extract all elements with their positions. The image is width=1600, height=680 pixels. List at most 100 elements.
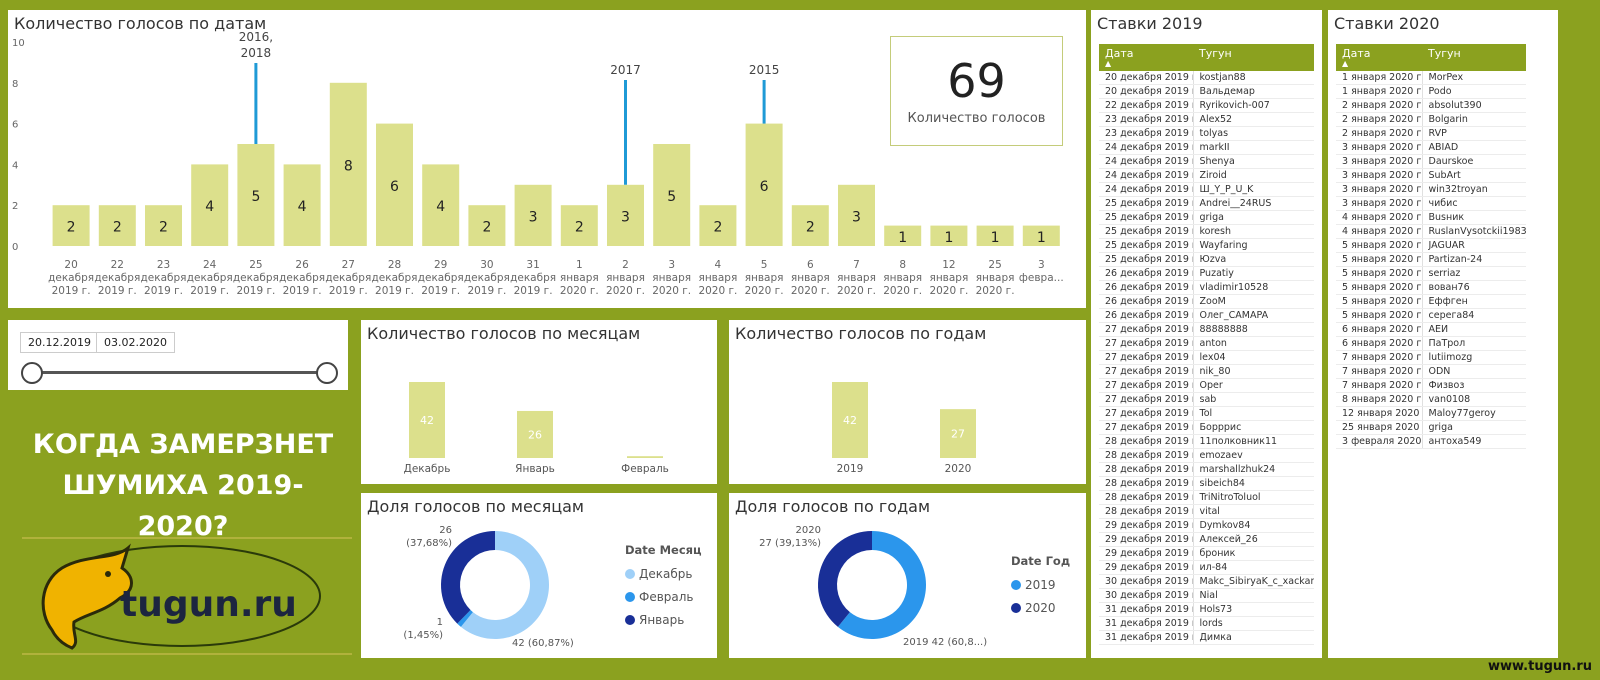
- x-tick-line: 23: [157, 259, 170, 271]
- table-row[interactable]: 3 января 2020 г. Daurskoe: [1336, 154, 1526, 169]
- table-row[interactable]: 27 декабря 2019 г. lex04: [1099, 350, 1314, 365]
- table-row[interactable]: 20 декабря 2019 г. Вальдемар: [1099, 84, 1314, 99]
- table-row[interactable]: 29 декабря 2019 г. броник: [1099, 546, 1314, 561]
- date-cell: 23 декабря 2019 г.: [1099, 112, 1194, 127]
- table-row[interactable]: 3 февраля 2020 г.антоха549: [1336, 434, 1526, 449]
- table-row[interactable]: 6 января 2020 г. АЕИ: [1336, 322, 1526, 337]
- date-cell: 24 декабря 2019 г.: [1099, 182, 1194, 197]
- slicer-handle-start[interactable]: [21, 362, 43, 384]
- slicer-start-input[interactable]: 20.12.2019: [20, 332, 99, 353]
- table-row[interactable]: 25 декабря 2019 г. Wayfaring: [1099, 238, 1314, 253]
- bar-data-label: 3: [621, 209, 630, 225]
- table-row[interactable]: 27 декабря 2019 г. Борррис: [1099, 420, 1314, 435]
- x-tick-line: января: [652, 272, 691, 284]
- table-row[interactable]: 28 декабря 2019 г. vital: [1099, 504, 1314, 519]
- table-row[interactable]: 24 декабря 2019 г. Ш_Y_P_U_K: [1099, 182, 1314, 197]
- slicer-end-input[interactable]: 03.02.2020: [96, 332, 175, 353]
- table-row[interactable]: 3 января 2020 г. чибис: [1336, 196, 1526, 211]
- table-row[interactable]: 29 декабря 2019 г. Dymkov84: [1099, 518, 1314, 533]
- table-row[interactable]: 28 декабря 2019 г. sibeich84: [1099, 476, 1314, 491]
- table-row[interactable]: 5 января 2020 г. JAGUAR: [1336, 238, 1526, 253]
- table-row[interactable]: 28 декабря 2019 г. emozaev: [1099, 448, 1314, 463]
- table-row[interactable]: 26 декабря 2019 г. vladimir10528: [1099, 280, 1314, 295]
- table-row[interactable]: 24 декабря 2019 г. markII: [1099, 140, 1314, 155]
- col-header-name[interactable]: Тугун: [1422, 44, 1526, 71]
- table-row[interactable]: 5 января 2020 г. serriaz: [1336, 266, 1526, 281]
- table-row[interactable]: 5 января 2020 г. вован76: [1336, 280, 1526, 295]
- slicer-handle-end[interactable]: [316, 362, 338, 384]
- legend-item[interactable]: 2020: [1025, 601, 1056, 615]
- table-row[interactable]: 7 января 2020 г. ODN: [1336, 364, 1526, 379]
- table-row[interactable]: 3 января 2020 г. ABIAD: [1336, 140, 1526, 155]
- table-row[interactable]: 20 декабря 2019 г. kostjan88: [1099, 71, 1314, 85]
- col-header-name[interactable]: Тугун: [1193, 44, 1314, 71]
- name-cell: Ryrikovich-007: [1193, 98, 1314, 113]
- table-row[interactable]: 23 декабря 2019 г. tolyas: [1099, 126, 1314, 141]
- table-row[interactable]: 2 января 2020 г. Bolgarin: [1336, 112, 1526, 127]
- table-row[interactable]: 27 декабря 2019 г. Tol: [1099, 406, 1314, 421]
- table-row[interactable]: 7 января 2020 г. Физвоз: [1336, 378, 1526, 393]
- name-cell: ODN: [1422, 364, 1526, 379]
- table-row[interactable]: 30 декабря 2019 г. Makc_SibiryaK_c_xackam…: [1099, 574, 1314, 589]
- table-row[interactable]: 26 декабря 2019 г. ZooM: [1099, 294, 1314, 309]
- table-row[interactable]: 5 января 2020 г. Еффген: [1336, 294, 1526, 309]
- date-cell: 27 декабря 2019 г.: [1099, 420, 1194, 435]
- legend-item[interactable]: Декабрь: [639, 567, 692, 581]
- table-row[interactable]: 7 января 2020 г. lutiimozg: [1336, 350, 1526, 365]
- table-row[interactable]: 29 декабря 2019 г. Алексей_26: [1099, 532, 1314, 547]
- table-row[interactable]: 26 декабря 2019 г. Олег_CAMAPA: [1099, 308, 1314, 323]
- table-row[interactable]: 12 января 2020 г. Maloy77geroy: [1336, 406, 1526, 421]
- name-cell: SubArt: [1422, 168, 1526, 183]
- table-row[interactable]: 4 января 2020 г. Busник: [1336, 210, 1526, 225]
- table-row[interactable]: 23 декабря 2019 г. Alex52: [1099, 112, 1314, 127]
- table-row[interactable]: 27 декабря 2019 г. anton: [1099, 336, 1314, 351]
- table-row[interactable]: 26 декабря 2019 г. Puzatiy: [1099, 266, 1314, 281]
- legend-item[interactable]: Февраль: [639, 590, 694, 604]
- date-cell: 3 января 2020 г.: [1336, 154, 1423, 169]
- table-row[interactable]: 5 января 2020 г. серега84: [1336, 308, 1526, 323]
- table-row[interactable]: 25 декабря 2019 г. koresh: [1099, 224, 1314, 239]
- table-row[interactable]: 25 декабря 2019 г. griga: [1099, 210, 1314, 225]
- table-row[interactable]: 8 января 2020 г. van0108: [1336, 392, 1526, 407]
- x-tick-line: января: [976, 272, 1015, 284]
- legend-item[interactable]: 2019: [1025, 578, 1056, 592]
- date-cell: 3 января 2020 г.: [1336, 182, 1423, 197]
- legend-title: Date Год: [1011, 554, 1070, 568]
- name-cell: антоха549: [1422, 434, 1526, 449]
- table-row[interactable]: 2 января 2020 г. absolut390: [1336, 98, 1526, 113]
- table-row[interactable]: 1 января 2020 г. MorPex: [1336, 71, 1526, 85]
- table-row[interactable]: 31 декабря 2019 г. Hols73: [1099, 602, 1314, 617]
- x-tick-label: 31 декабря 2019 г.: [510, 259, 556, 297]
- col-header-date[interactable]: Дата ▲: [1336, 44, 1422, 71]
- table-row[interactable]: 24 декабря 2019 г. Ziroid: [1099, 168, 1314, 183]
- table-row[interactable]: 28 декабря 2019 г. 11полковник11: [1099, 434, 1314, 449]
- table-row[interactable]: 5 января 2020 г. Partizan-24: [1336, 252, 1526, 267]
- name-cell: ABIAD: [1422, 140, 1526, 155]
- table-row[interactable]: 3 января 2020 г. SubArt: [1336, 168, 1526, 183]
- table-row[interactable]: 25 декабря 2019 г. Юzva: [1099, 252, 1314, 267]
- table-row[interactable]: 27 декабря 2019 г. sab: [1099, 392, 1314, 407]
- table-row[interactable]: 4 января 2020 г. RuslanVysotckii1983: [1336, 224, 1526, 239]
- table-row[interactable]: 24 декабря 2019 г. Shenya: [1099, 154, 1314, 169]
- table-row[interactable]: 1 января 2020 г. Podo: [1336, 84, 1526, 99]
- table-row[interactable]: 28 декабря 2019 г. marshallzhuk24: [1099, 462, 1314, 477]
- legend-item[interactable]: Январь: [639, 613, 684, 627]
- table-row[interactable]: 27 декабря 2019 г. Oper: [1099, 378, 1314, 393]
- table-row[interactable]: 31 декабря 2019 г. Димка: [1099, 630, 1314, 645]
- name-cell: RVP: [1422, 126, 1526, 141]
- table-row[interactable]: 25 января 2020 г. griga: [1336, 420, 1526, 435]
- table-row[interactable]: 29 декабря 2019 г. ил-84: [1099, 560, 1314, 575]
- table-row[interactable]: 27 декабря 2019 г. nik_80: [1099, 364, 1314, 379]
- table-row[interactable]: 3 января 2020 г. win32troyan: [1336, 182, 1526, 197]
- table-row[interactable]: 2 января 2020 г. RVP: [1336, 126, 1526, 141]
- table-row[interactable]: 27 декабря 2019 г. 88888888: [1099, 322, 1314, 337]
- table-row[interactable]: 31 декабря 2019 г. lords: [1099, 616, 1314, 631]
- table-row[interactable]: 25 декабря 2019 г. Andrei__24RUS: [1099, 196, 1314, 211]
- table-row[interactable]: 6 января 2020 г. ПаТрол: [1336, 336, 1526, 351]
- table-row[interactable]: 30 декабря 2019 г. Nial: [1099, 588, 1314, 603]
- table-row[interactable]: 28 декабря 2019 г. TriNitroToluol: [1099, 490, 1314, 505]
- bar: [409, 382, 445, 458]
- legend-swatch: [1011, 603, 1021, 613]
- col-header-date[interactable]: Дата ▲: [1099, 44, 1193, 71]
- table-row[interactable]: 22 декабря 2019 г. Ryrikovich-007: [1099, 98, 1314, 113]
